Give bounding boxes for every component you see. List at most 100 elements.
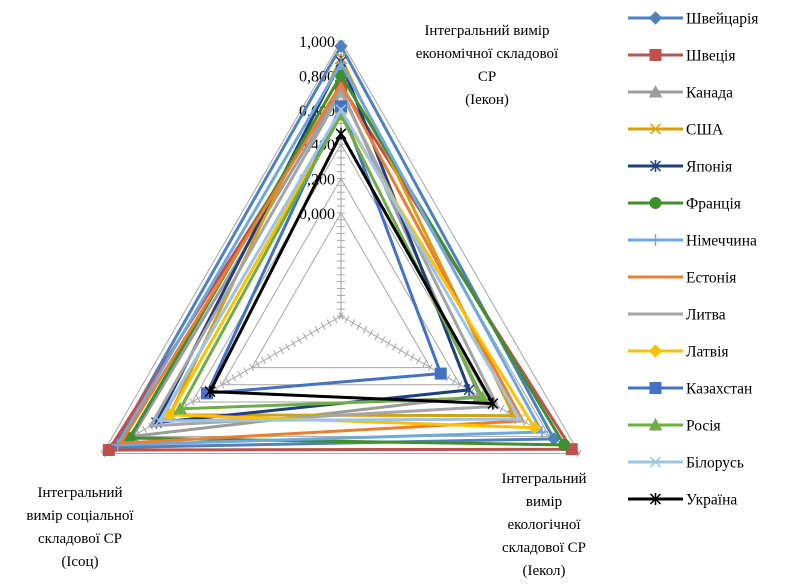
gridline-5 <box>101 39 581 454</box>
axis-minor-tick <box>261 356 267 365</box>
axis-title-line: (Іекон) <box>465 92 509 108</box>
axis-minor-tick <box>273 350 278 358</box>
legend-label-11: Росія <box>686 418 721 435</box>
series-line-4 <box>153 57 472 425</box>
legend-label-7: Естонія <box>686 270 736 287</box>
legend-marker-0 <box>648 11 663 25</box>
legend-marker-11 <box>648 417 663 431</box>
series-13-point-1 <box>487 397 499 410</box>
axis-minor-tick <box>332 315 338 324</box>
legend-label-12: Білорусь <box>686 455 744 472</box>
axis-minor-tick <box>249 363 255 372</box>
legend-marker-4 <box>649 160 662 172</box>
axis-minor-tick <box>189 398 195 406</box>
legend-label-10: Казахстан <box>686 381 752 398</box>
axis-minor-tick <box>255 360 261 368</box>
legend-marker-10 <box>649 382 662 394</box>
axis-minor-tick <box>576 449 582 458</box>
series-line-12 <box>156 106 523 423</box>
series-12-point-0 <box>335 104 347 116</box>
axis-minor-tick <box>320 322 326 331</box>
axis-minor-tick <box>398 346 403 355</box>
axis-title-line: екологічної <box>507 517 581 533</box>
axis-minor-tick <box>237 370 243 379</box>
series-6-point-1 <box>535 426 548 439</box>
axis-minor-tick <box>421 360 427 368</box>
series-line-7 <box>117 80 526 445</box>
legend-marker-12-stroke <box>649 456 662 468</box>
series-line-6 <box>115 60 545 447</box>
axis-minor-tick <box>374 332 380 341</box>
series-line-11 <box>177 111 485 411</box>
series-9-point-1 <box>527 421 542 435</box>
axis-title-line: складової СР <box>502 540 586 556</box>
axis-minor-tick <box>415 356 421 365</box>
series-5-point-1 <box>558 438 571 451</box>
axis-minor-tick <box>350 319 356 327</box>
axis-minor-tick <box>314 326 320 334</box>
legend-label-4: Японія <box>686 159 732 176</box>
legend-marker-9 <box>648 344 663 358</box>
axis-minor-tick <box>445 374 451 382</box>
axis-title-line: (Іекол) <box>523 563 566 579</box>
axis-title-0: Інтегральний вимір економічної складової С… <box>416 23 559 108</box>
series-13-point-0 <box>335 127 347 140</box>
axis-title-line: економічної складової <box>416 46 559 62</box>
axis-title-line: Інтегральний <box>501 471 586 487</box>
legend-marker-13 <box>649 493 662 505</box>
axis-minor-tick <box>296 336 302 344</box>
series-12-point-1 <box>514 413 526 425</box>
legend-marker-6 <box>649 234 662 246</box>
axis-minor-tick <box>279 346 284 355</box>
axis-minor-tick <box>219 381 225 389</box>
gridline-1 <box>221 177 461 386</box>
axis-minor-tick <box>499 405 505 413</box>
series-6-point-2 <box>111 438 124 451</box>
axis-minor-tick <box>427 363 433 372</box>
axis-minor-tick <box>457 381 463 389</box>
legend-label-6: Німеччина <box>686 233 757 250</box>
axis-minor-tick <box>362 326 368 334</box>
tick-label-5: 1,000 <box>299 34 335 51</box>
axis-minor-tick <box>380 336 386 344</box>
axis-minor-tick <box>469 387 475 396</box>
series-11-point-2 <box>173 401 188 415</box>
series-line-0 <box>110 43 557 450</box>
axis-minor-tick <box>404 350 409 358</box>
axis-minor-tick <box>308 329 314 337</box>
series-4-point-1 <box>463 383 475 396</box>
series-1-point-2 <box>102 444 115 457</box>
legend-marker-3 <box>649 123 662 135</box>
axis-title-line: Інтегральний вимір <box>424 23 549 39</box>
axis-minor-tick <box>344 315 350 324</box>
series-12-point-0-stroke <box>335 104 347 116</box>
tick-label-0: 0,000 <box>299 206 335 223</box>
axis-minor-tick <box>338 312 344 320</box>
axis-title-1: Інтегральний вимір екологічної складової СР… <box>501 471 586 579</box>
axis-minor-tick <box>410 353 415 361</box>
series-line-5 <box>127 72 567 447</box>
series-12-point-2-stroke <box>153 415 165 427</box>
axis-minor-tick <box>290 339 296 348</box>
axis-title-2: Інтегральний вимір соціальної складової СР… <box>26 485 134 570</box>
series-12-point-1-stroke <box>514 413 526 425</box>
gridline-0 <box>250 211 432 369</box>
axis-title-line: вимір <box>526 494 562 510</box>
legend-marker-3-stroke <box>649 123 662 135</box>
axis-minor-tick <box>284 343 290 351</box>
axis-title-line: Інтегральний <box>37 485 122 501</box>
axis-minor-tick <box>231 374 237 382</box>
legend-label-9: Латвія <box>686 344 729 361</box>
legend-label-13: Україна <box>686 492 737 509</box>
axis-minor-tick <box>451 377 457 386</box>
axis-minor-tick <box>267 353 272 361</box>
series-6-point-0 <box>335 57 347 70</box>
series-12-point-2 <box>153 415 165 427</box>
axis-minor-tick <box>523 418 529 427</box>
axis-minor-tick <box>142 425 147 434</box>
axis-minor-tick <box>326 319 332 327</box>
series-13-point-2 <box>204 385 216 398</box>
axis-minor-tick <box>356 322 362 331</box>
